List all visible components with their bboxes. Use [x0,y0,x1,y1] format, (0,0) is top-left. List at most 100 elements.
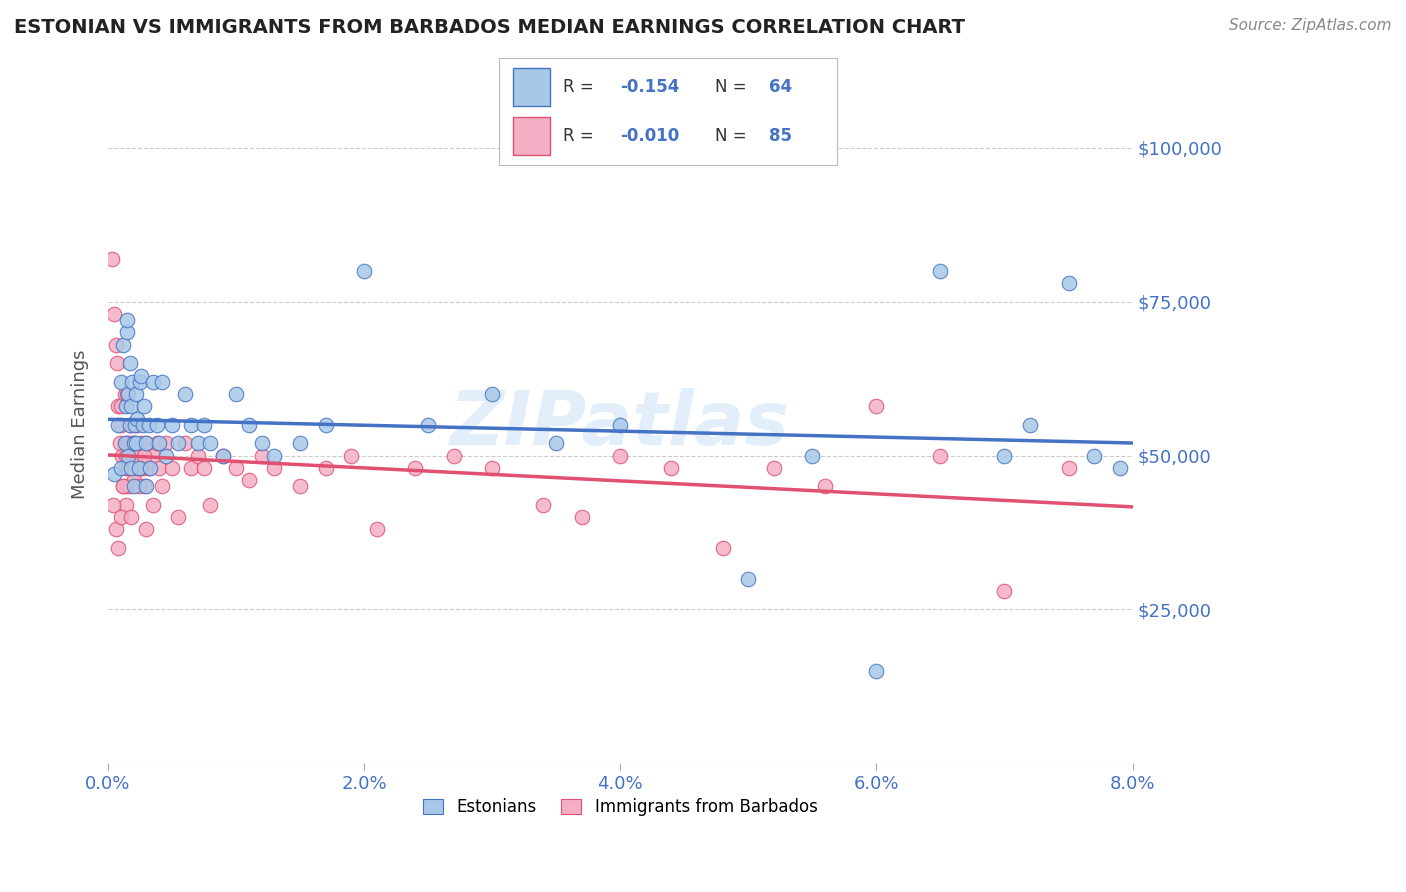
Point [118,417,141,432]
Point [929,264,952,278]
Point [180,460,202,475]
Point [117,460,139,475]
Point [263,449,285,463]
Point [118,417,141,432]
Point [193,460,215,475]
Point [353,264,375,278]
Point [127,411,149,425]
Point [288,436,311,450]
Point [129,368,152,383]
Point [135,522,157,536]
Point [128,460,150,475]
Point [127,417,149,432]
Point [139,460,162,475]
Point [103,307,125,321]
Point [117,460,139,475]
Point [1057,277,1080,291]
Point [115,387,138,401]
Point [404,460,426,475]
Point [122,436,145,450]
Text: 64: 64 [769,78,792,95]
Point [340,449,363,463]
Point [120,510,142,524]
Point [114,387,136,401]
Point [193,417,215,432]
Point [128,460,150,475]
Text: R =: R = [564,78,599,95]
Point [125,387,148,401]
Point [129,375,152,389]
Text: R =: R = [564,128,599,145]
Point [238,473,260,487]
Point [187,436,209,450]
Point [173,387,195,401]
Text: 85: 85 [769,128,792,145]
Point [135,479,157,493]
Point [418,417,440,432]
Point [148,460,170,475]
Point [121,375,143,389]
Point [124,449,146,463]
Point [148,436,170,450]
Point [122,417,145,432]
Point [129,449,152,463]
Point [167,436,190,450]
Point [117,387,139,401]
Point [145,417,167,432]
Point [115,313,138,327]
Point [125,460,148,475]
Point [112,338,135,352]
Text: -0.010: -0.010 [620,128,681,145]
Point [132,479,155,493]
Point [661,460,683,475]
Point [101,252,124,266]
Point [120,449,142,463]
Point [250,436,273,450]
Point [250,449,273,463]
Point [155,449,177,463]
Point [131,460,153,475]
Point [160,417,183,432]
Point [238,417,260,432]
Point [114,436,136,450]
Point [129,460,152,475]
Text: Source: ZipAtlas.com: Source: ZipAtlas.com [1229,18,1392,33]
Point [200,498,222,512]
Point [117,436,139,450]
Point [801,449,824,463]
Point [571,510,593,524]
Point [142,375,165,389]
Point [1057,460,1080,475]
Point [814,479,837,493]
Point [103,467,125,481]
Point [263,460,285,475]
Point [101,498,124,512]
Point [138,417,160,432]
Point [443,449,465,463]
Point [150,375,173,389]
Point [107,417,129,432]
Point [125,436,148,450]
Point [129,436,152,450]
Point [225,387,247,401]
Point [929,449,952,463]
Point [225,460,247,475]
Point [120,460,142,475]
Point [1083,449,1105,463]
Point [993,583,1015,598]
Point [110,399,132,413]
Point [366,522,388,536]
Point [115,498,138,512]
Text: -0.154: -0.154 [620,78,681,95]
Point [115,449,138,463]
Point [546,436,568,450]
Point [110,460,132,475]
Point [711,541,734,555]
Point [125,449,148,463]
Point [111,449,134,463]
Point [180,417,202,432]
Point [122,436,145,450]
Point [481,387,503,401]
Point [128,479,150,493]
Point [115,436,138,450]
